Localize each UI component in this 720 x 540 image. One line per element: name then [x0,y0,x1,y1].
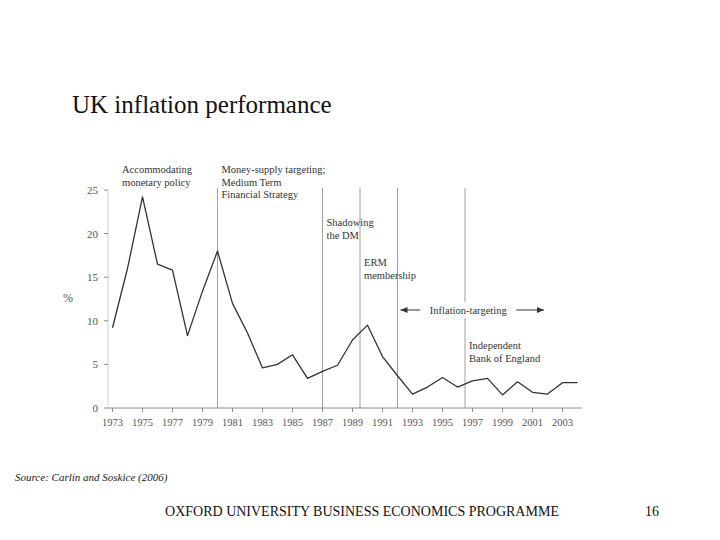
x-tick-label: 1975 [132,417,153,428]
event-label: the DM [327,230,360,241]
x-tick-label: 1991 [372,417,393,428]
annotation: Accommodating [122,164,193,175]
series [113,197,578,395]
y-axis-label: % [63,291,73,305]
y-tick [104,233,108,234]
y-tick-label: 0 [93,402,99,414]
x-tick [382,408,383,412]
event-label: Medium Term [222,177,282,188]
x-tick-label: 2003 [552,417,573,428]
annotation: monetary policy [122,177,191,188]
arrow-head [537,307,544,313]
y-tick [104,277,108,278]
event-label: Financial Strategy [222,189,299,200]
x-tick [142,408,143,412]
x-tick-label: 2001 [522,417,543,428]
x-tick [172,408,173,412]
arrow-label-bg [420,302,516,318]
x-tick-label: 1983 [252,417,273,428]
x-tick [292,408,293,412]
y-tick [104,408,108,409]
x-tick [472,408,473,412]
x-axis [108,408,582,409]
chart-root: UK inflation performance 0 5 10 15 20 25 1973 19… [0,0,720,540]
event-label: Shadowing [327,217,375,228]
x-tick-label: 1973 [102,417,123,428]
x-tick [502,408,503,412]
x-tick [532,408,533,412]
y-axis [108,190,109,408]
x-tick-label: 1995 [432,417,453,428]
x-tick [442,408,443,412]
arrow [401,302,545,318]
x-tick-label: 1977 [162,417,183,428]
source: Source: Carlin and Soskice (2006) [15,471,168,484]
event-label: Bank of England [469,353,541,364]
x-tick [232,408,233,412]
y-tick-label: 10 [87,315,99,327]
x-tick-label: 1979 [192,417,213,428]
x-tick-label: 1997 [462,417,483,428]
event-line [217,188,218,408]
y-tick-label: 20 [87,228,99,240]
arrow-head [401,307,408,313]
event-label: membership [364,270,416,281]
x-tick [562,408,563,412]
x-tick [112,408,113,412]
x-tick-label: 1993 [402,417,423,428]
y-tick [104,190,108,191]
event-label: Money-supply targeting; [222,164,326,175]
footer: OXFORD UNIVERSITY BUSINESS ECONOMICS PRO… [165,504,559,519]
event-line [465,188,466,408]
x-tick [322,408,323,412]
event-lines [218,188,466,408]
x-tick [262,408,263,412]
event-label: Independent [469,340,521,351]
x-tick [202,408,203,412]
x-tick-label: 1981 [222,417,243,428]
y-tick-label: 15 [87,271,99,283]
inflation-line [113,197,578,395]
y-tick-label: 5 [93,358,99,370]
event-line [322,188,323,408]
x-tick [412,408,413,412]
x-tick-label: 1989 [342,417,363,428]
y-tick [104,320,108,321]
x-tick-label: 1987 [312,417,333,428]
page-number: 16 [645,504,659,519]
y-tick [104,364,108,365]
x-tick [352,408,353,412]
title: UK inflation performance [72,91,332,118]
x-tick-label: 1999 [492,417,513,428]
event-label: Inflation-targeting [430,305,508,316]
y-tick-label: 25 [87,184,99,196]
event-label: ERM [364,257,387,268]
x-tick-label: 1985 [282,417,303,428]
